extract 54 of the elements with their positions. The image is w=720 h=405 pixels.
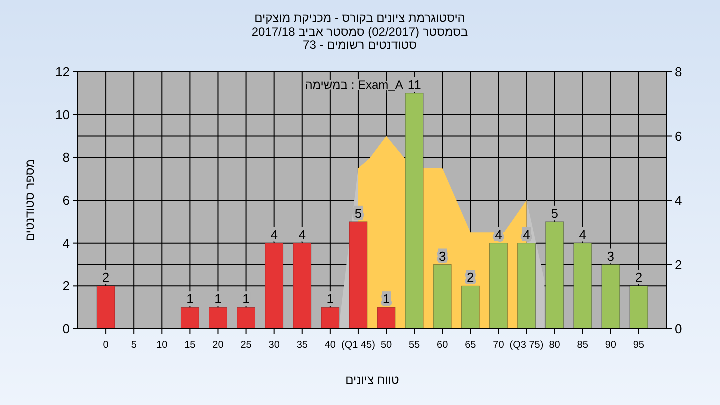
chart-subtitle: בסמסטר (02/2017) סמסטר אביב 2017/18 סטודנטים רשומים - 73 — [252, 25, 468, 52]
x-tick-label: 10 — [156, 340, 168, 351]
x-tick-label: 80 — [549, 340, 561, 351]
x-axis-title: טווח ציונים — [346, 373, 400, 387]
data-label: 5 — [354, 206, 362, 221]
y2-tick-label: 4 — [675, 193, 682, 208]
x-tick-label: 15 — [184, 340, 196, 351]
x-tick-label: 85 — [577, 340, 589, 351]
data-label: 3 — [607, 248, 615, 264]
x-tick-label: (Q3 75) — [510, 340, 544, 351]
y-tick-label: 8 — [62, 150, 70, 166]
data-label: 4 — [579, 227, 586, 242]
x-tick-label: 90 — [605, 340, 617, 351]
data-label: 4 — [523, 227, 530, 242]
chart-title: היסטוגרמת ציונים בקורס - מכניקת מוצקים — [254, 11, 466, 25]
y2-tick-label: 0 — [675, 322, 682, 337]
data-label: 2 — [635, 270, 643, 286]
x-tick-label: 25 — [240, 340, 252, 351]
x-tick-label: 35 — [296, 340, 308, 351]
data-label: 1 — [214, 292, 222, 307]
x-tick-label: 70 — [493, 340, 505, 351]
x-tick-label: 50 — [380, 340, 393, 351]
y-tick-label: 4 — [62, 236, 70, 251]
x-tick-label: 60 — [437, 340, 449, 351]
x-tick-label: 5 — [131, 340, 138, 351]
data-label: 1 — [326, 292, 334, 307]
data-label: 4 — [270, 227, 278, 242]
data-label: 1 — [382, 292, 390, 307]
x-tick-label: (Q1 45) — [342, 340, 376, 351]
data-label: 1 — [242, 292, 250, 307]
data-label: 4 — [298, 227, 306, 242]
x-tick-label: 40 — [324, 340, 336, 351]
data-label: 2 — [102, 270, 110, 286]
data-label: 3 — [439, 248, 446, 264]
y-tick-label: 0 — [62, 322, 70, 337]
x-tick-label: 95 — [633, 340, 645, 351]
y-tick-label: 6 — [62, 193, 70, 208]
y-tick-label: 10 — [56, 107, 70, 122]
y-tick-label: 2 — [62, 278, 70, 294]
data-label: 1 — [186, 292, 194, 307]
y-axis-title: מספר סטודנטים — [23, 159, 37, 242]
x-tick-label: 65 — [465, 340, 477, 351]
y2-tick-label: 2 — [675, 257, 682, 272]
data-label: 4 — [495, 227, 502, 242]
x-tick-label: 30 — [268, 340, 280, 351]
y2-tick-label: 6 — [675, 128, 682, 144]
x-tick-label: 0 — [103, 340, 110, 351]
y2-tick-label: 8 — [675, 64, 682, 80]
y-tick-label: 12 — [56, 64, 70, 80]
x-tick-label: 55 — [409, 340, 421, 351]
x-tick-label: 20 — [212, 340, 224, 351]
data-label: 11 — [408, 77, 422, 92]
data-label: 5 — [551, 206, 558, 221]
data-label: 2 — [467, 270, 474, 286]
